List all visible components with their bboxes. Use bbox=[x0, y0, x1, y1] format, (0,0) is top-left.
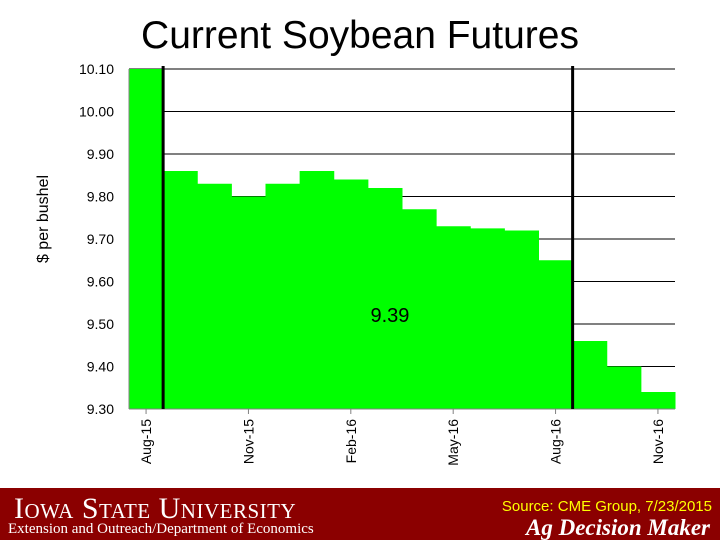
bar bbox=[504, 230, 539, 409]
bar bbox=[197, 183, 232, 409]
x-tick-label: Feb-16 bbox=[343, 419, 359, 464]
y-tick-label: 10.10 bbox=[79, 61, 114, 77]
bar bbox=[367, 188, 403, 409]
bar bbox=[129, 69, 164, 409]
bar bbox=[640, 392, 676, 409]
y-axis-label: $ per bushel bbox=[35, 175, 52, 263]
bar bbox=[333, 179, 369, 409]
brand-text: Ag Decision Maker bbox=[526, 515, 710, 540]
bar bbox=[163, 171, 198, 409]
bar bbox=[470, 228, 505, 409]
chart-title: Current Soybean Futures bbox=[141, 14, 579, 57]
bar bbox=[299, 171, 335, 409]
bar bbox=[402, 209, 437, 409]
university-logo-text: Iowa State University bbox=[14, 492, 297, 525]
footer-banner: Iowa State University Extension and Outr… bbox=[0, 488, 720, 540]
y-tick-label: 9.30 bbox=[87, 401, 114, 417]
y-tick-label: 9.80 bbox=[87, 189, 114, 205]
bar bbox=[538, 260, 574, 409]
y-tick-label: 9.70 bbox=[87, 231, 114, 247]
bar bbox=[231, 196, 266, 409]
department-text: Extension and Outreach/Department of Eco… bbox=[8, 521, 314, 537]
y-tick-label: 9.40 bbox=[87, 359, 114, 375]
x-tick-label: Nov-15 bbox=[240, 419, 256, 464]
bar bbox=[265, 183, 301, 409]
x-tick-label: Aug-16 bbox=[548, 419, 564, 464]
y-tick-label: 9.50 bbox=[87, 316, 114, 332]
bar bbox=[572, 341, 608, 409]
x-tick-label: May-16 bbox=[445, 419, 461, 466]
y-tick-label: 10.00 bbox=[79, 104, 114, 120]
x-tick-label: Aug-15 bbox=[138, 419, 154, 464]
bar-chart: 10.10 10.00 9.90 9.80 9.70 9.60 9.50 9.40 9.30 $ … bbox=[35, 61, 676, 466]
y-tick-label: 9.60 bbox=[87, 274, 114, 290]
bar bbox=[606, 366, 642, 409]
source-text: Source: CME Group, 7/23/2015 bbox=[501, 498, 712, 515]
x-tick-label: Nov-16 bbox=[650, 419, 666, 464]
annotation-label: 9.39 bbox=[370, 305, 409, 327]
bar bbox=[436, 226, 471, 409]
y-tick-label: 9.90 bbox=[87, 146, 114, 162]
